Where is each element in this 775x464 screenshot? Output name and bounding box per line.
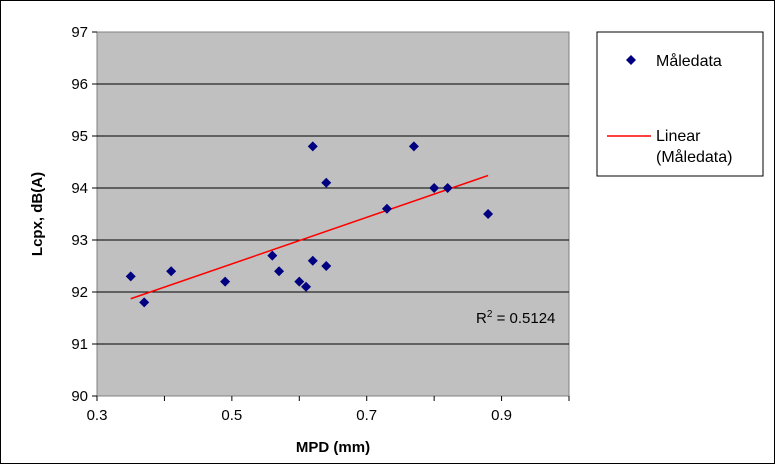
y-tick-label: 96 [71, 76, 88, 93]
data-point [220, 276, 231, 287]
data-point [483, 209, 494, 219]
legend-trend-label-line1: Linear [656, 128, 701, 145]
data-points [125, 141, 494, 308]
data-point [321, 177, 332, 188]
data-point [274, 266, 285, 277]
y-tick-label: 91 [71, 336, 88, 353]
data-point [307, 255, 318, 266]
x-tick-label: 0.9 [491, 407, 512, 424]
data-point [125, 271, 136, 282]
legend-box [596, 31, 764, 177]
data-point [267, 250, 278, 261]
data-point [294, 276, 305, 287]
x-tick-label: 0.3 [87, 407, 108, 424]
legend-marker-diamond [626, 55, 636, 65]
gridlines [97, 83, 569, 345]
data-point [429, 183, 440, 193]
y-tick-label: 93 [71, 232, 88, 249]
y-tick-label: 97 [71, 24, 88, 41]
plot-area [96, 31, 570, 397]
data-point [307, 141, 318, 152]
legend-series-label: Måledata [656, 52, 722, 70]
y-tick-label: 94 [71, 180, 88, 197]
y-tick-label: 92 [71, 284, 88, 301]
data-point [442, 183, 453, 193]
trendline [130, 174, 489, 300]
data-point [321, 261, 332, 271]
data-point [166, 266, 177, 277]
data-point [408, 141, 419, 152]
y-axis-title: Lcpx, dB(A) [29, 172, 46, 256]
legend-trend-label-line2: (Måledata) [656, 148, 732, 166]
x-axis-title: MPD (mm) [296, 439, 370, 456]
y-tick-label: 90 [71, 388, 88, 405]
x-tick-label: 0.5 [221, 407, 242, 424]
x-axis-ticks: 0.3 0.5 0.7 0.9 [87, 396, 570, 424]
x-tick-label: 0.7 [356, 407, 377, 424]
r2-label: R2 = 0.5124 [476, 309, 555, 327]
y-axis-ticks: 90 91 92 93 94 95 96 97 [71, 24, 97, 405]
data-point [381, 203, 392, 214]
data-point [139, 297, 150, 308]
data-point [301, 281, 312, 292]
y-tick-label: 95 [71, 128, 88, 145]
